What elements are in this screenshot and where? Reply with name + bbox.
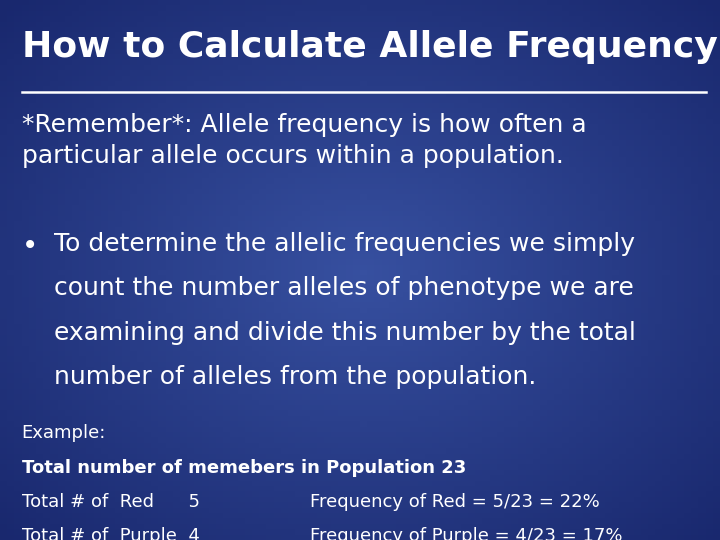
Text: To determine the allelic frequencies we simply: To determine the allelic frequencies we … <box>54 232 635 256</box>
Text: •: • <box>22 232 38 260</box>
Text: How to Calculate Allele Frequency: How to Calculate Allele Frequency <box>22 30 717 64</box>
Text: count the number alleles of phenotype we are: count the number alleles of phenotype we… <box>54 276 634 300</box>
Text: Total number of memebers in Population 23: Total number of memebers in Population 2… <box>22 459 466 477</box>
Text: Total # of  Purple  4: Total # of Purple 4 <box>22 527 199 540</box>
Text: Total # of  Red      5: Total # of Red 5 <box>22 493 199 511</box>
Text: *Remember*: Allele frequency is how often a
particular allele occurs within a po: *Remember*: Allele frequency is how ofte… <box>22 113 586 168</box>
Text: number of alleles from the population.: number of alleles from the population. <box>54 365 536 389</box>
Text: Example:: Example: <box>22 424 106 442</box>
Text: Frequency of Purple = 4/23 = 17%: Frequency of Purple = 4/23 = 17% <box>310 527 622 540</box>
Text: Frequency of Red = 5/23 = 22%: Frequency of Red = 5/23 = 22% <box>310 493 599 511</box>
Text: examining and divide this number by the total: examining and divide this number by the … <box>54 321 636 345</box>
